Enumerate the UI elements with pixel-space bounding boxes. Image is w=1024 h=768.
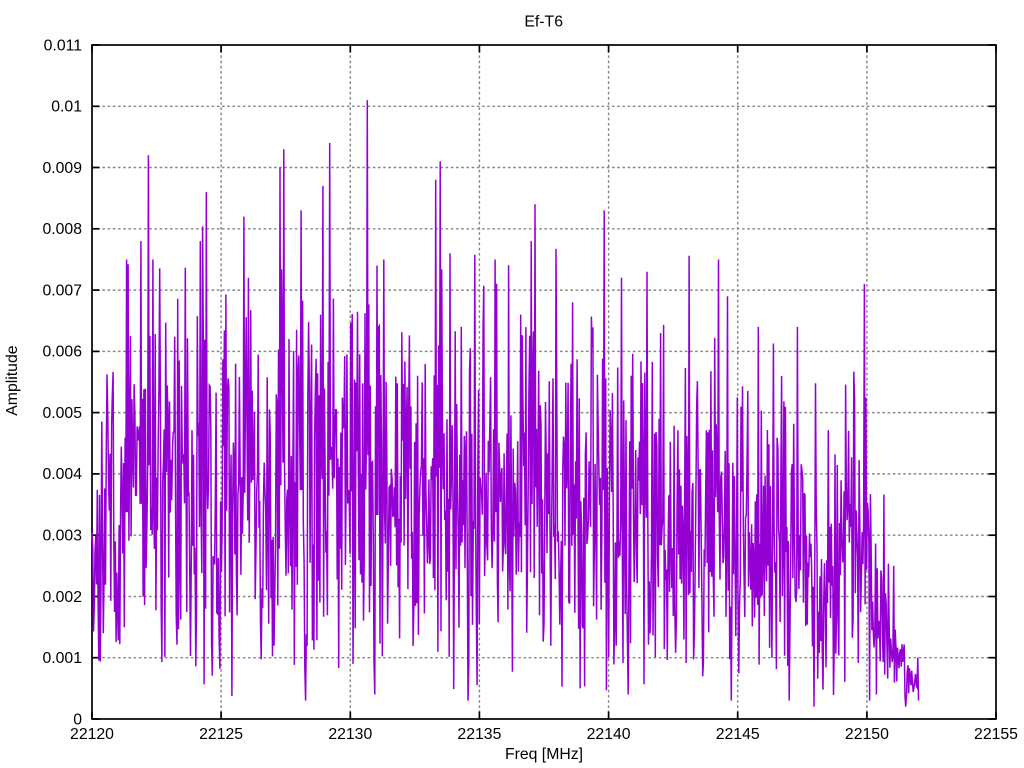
svg-text:0.001: 0.001 [42, 650, 82, 667]
svg-text:0.005: 0.005 [42, 405, 82, 422]
svg-text:Freq [MHz]: Freq [MHz] [505, 746, 583, 763]
svg-text:0.007: 0.007 [42, 282, 82, 299]
svg-text:22135: 22135 [457, 726, 501, 743]
svg-text:22130: 22130 [328, 726, 372, 743]
svg-text:Ef-T6: Ef-T6 [524, 14, 563, 31]
svg-text:0.011: 0.011 [44, 37, 83, 54]
svg-text:0.002: 0.002 [42, 589, 82, 606]
svg-text:22140: 22140 [587, 726, 631, 743]
svg-text:0.006: 0.006 [42, 344, 82, 361]
svg-text:22150: 22150 [845, 726, 889, 743]
svg-text:22125: 22125 [199, 726, 243, 743]
svg-text:0.004: 0.004 [42, 466, 82, 483]
svg-text:0.008: 0.008 [42, 221, 82, 238]
svg-text:0.01: 0.01 [51, 99, 82, 116]
svg-text:0.009: 0.009 [42, 160, 82, 177]
svg-text:Amplitude: Amplitude [4, 345, 21, 415]
svg-text:0.003: 0.003 [42, 528, 82, 545]
svg-text:0: 0 [73, 711, 82, 728]
svg-text:22120: 22120 [70, 726, 114, 743]
svg-text:22145: 22145 [716, 726, 760, 743]
svg-text:22155: 22155 [974, 726, 1018, 743]
